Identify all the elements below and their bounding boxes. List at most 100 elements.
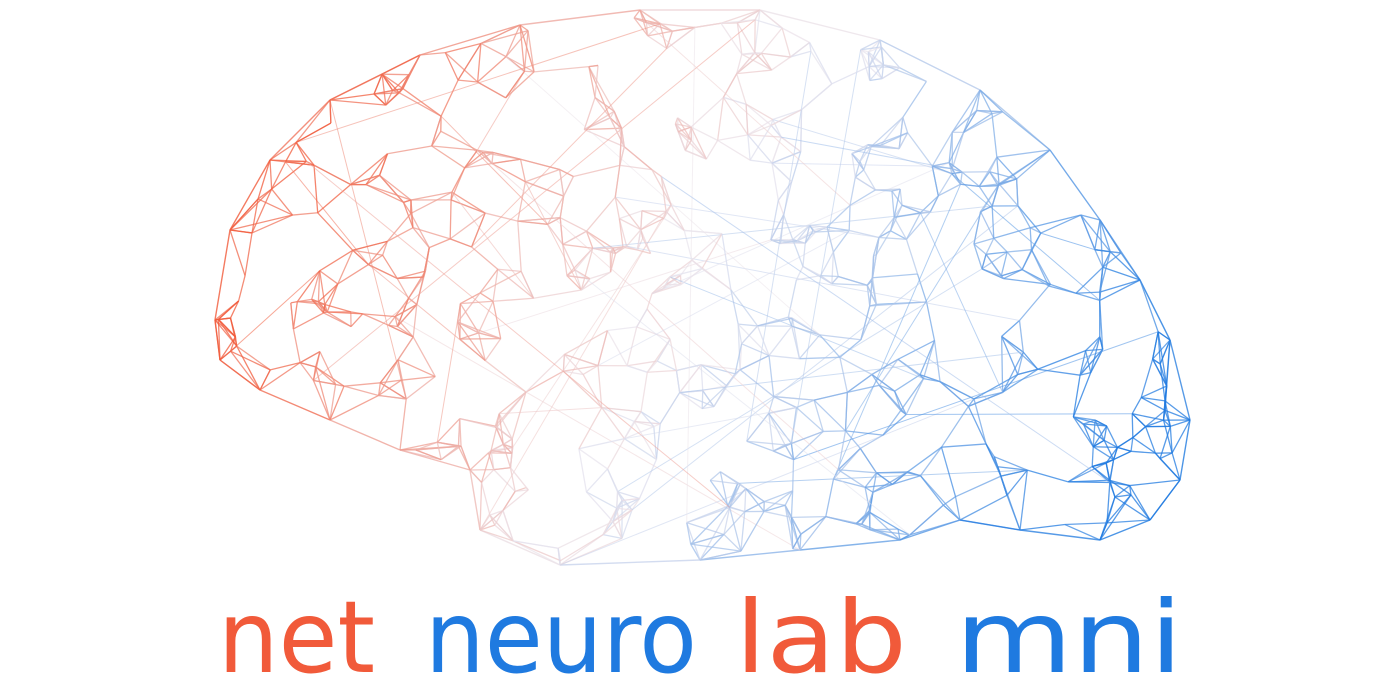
network-edge xyxy=(968,391,1003,407)
network-edge xyxy=(831,65,870,85)
network-edge xyxy=(329,99,332,124)
network-edge xyxy=(791,516,826,519)
network-edge xyxy=(350,153,388,186)
network-edge xyxy=(491,158,521,165)
network-edge xyxy=(878,358,899,386)
network-edge xyxy=(720,22,743,55)
network-edge xyxy=(525,370,564,393)
network-edge xyxy=(1139,279,1159,332)
network-edge xyxy=(616,491,619,509)
network-edge xyxy=(606,438,625,470)
network-edge xyxy=(1017,205,1031,229)
network-edge xyxy=(373,73,383,95)
network-edge xyxy=(299,362,316,368)
network-edge xyxy=(745,488,765,503)
network-edge xyxy=(813,399,846,432)
network-edge xyxy=(1130,437,1134,452)
network-edge xyxy=(520,158,560,171)
network-edge xyxy=(319,270,326,305)
network-edge xyxy=(217,318,236,338)
network-edge xyxy=(251,214,293,234)
network-edge xyxy=(563,364,599,372)
network-edge xyxy=(496,391,527,429)
network-edge xyxy=(920,212,1004,393)
network-edge xyxy=(838,469,877,474)
network-edge xyxy=(738,323,758,327)
network-edge xyxy=(839,339,862,358)
network-edge xyxy=(562,230,587,246)
network-edge xyxy=(1021,249,1033,270)
network-edge xyxy=(295,142,315,166)
network-edge xyxy=(580,271,611,291)
network-edge xyxy=(993,237,1008,253)
network-edge xyxy=(489,514,514,542)
network-edge xyxy=(809,225,814,231)
network-edge xyxy=(1169,339,1191,421)
network-edge xyxy=(407,270,426,299)
network-edge xyxy=(290,302,295,329)
network-edge xyxy=(869,529,910,536)
network-edge xyxy=(826,226,835,253)
network-edge xyxy=(1075,292,1100,302)
network-edge xyxy=(1103,439,1118,448)
network-edge xyxy=(959,172,963,185)
network-edge xyxy=(1030,214,1082,229)
network-edge xyxy=(867,144,872,148)
network-edge xyxy=(1105,458,1114,464)
network-edge xyxy=(860,39,881,51)
network-edge xyxy=(634,420,661,425)
network-edge xyxy=(451,191,534,299)
network-edge xyxy=(746,440,786,446)
network-edge xyxy=(737,323,770,356)
network-edge xyxy=(699,549,801,561)
network-edge xyxy=(679,392,703,410)
network-edge xyxy=(640,210,643,230)
network-edge xyxy=(616,500,623,509)
network-edge xyxy=(1090,336,1101,373)
network-edge xyxy=(640,229,652,254)
network-edge xyxy=(557,520,614,549)
network-edge xyxy=(589,271,611,280)
network-edge xyxy=(869,303,877,307)
network-edge xyxy=(1152,358,1161,365)
network-edge xyxy=(368,254,384,266)
network-edge xyxy=(1117,437,1134,448)
network-edge xyxy=(525,181,564,197)
network-edge xyxy=(933,340,941,382)
network-edge xyxy=(350,313,364,328)
network-edge xyxy=(948,132,965,163)
network-edge xyxy=(490,443,504,452)
network-edge xyxy=(659,23,673,32)
network-edge xyxy=(871,255,875,278)
network-edge xyxy=(1003,277,1051,286)
network-edge xyxy=(380,379,402,384)
network-edge xyxy=(1048,285,1077,294)
network-edge xyxy=(929,195,939,213)
network-edge xyxy=(741,343,770,357)
network-edge xyxy=(646,293,653,310)
network-edge xyxy=(1002,351,1024,393)
network-edge xyxy=(839,357,848,393)
network-edge xyxy=(601,407,625,440)
network-edge xyxy=(615,196,880,238)
network-edge xyxy=(614,165,621,198)
network-edge xyxy=(440,445,459,461)
network-edge xyxy=(1109,459,1115,483)
network-edge xyxy=(1072,416,1094,448)
network-edge xyxy=(955,475,1002,498)
network-edge xyxy=(627,360,658,367)
network-edge xyxy=(931,131,953,167)
network-edge xyxy=(973,243,983,270)
network-edge xyxy=(397,359,402,381)
network-edge xyxy=(457,321,486,361)
network-edge xyxy=(352,240,388,251)
network-edge xyxy=(861,523,871,531)
network-edge xyxy=(405,376,436,400)
network-edge xyxy=(509,453,513,468)
network-edge xyxy=(293,312,324,330)
network-edge xyxy=(677,117,692,128)
network-edge xyxy=(730,289,739,325)
network-edge xyxy=(480,450,492,483)
network-edge xyxy=(1079,336,1101,376)
network-edge xyxy=(583,110,615,131)
